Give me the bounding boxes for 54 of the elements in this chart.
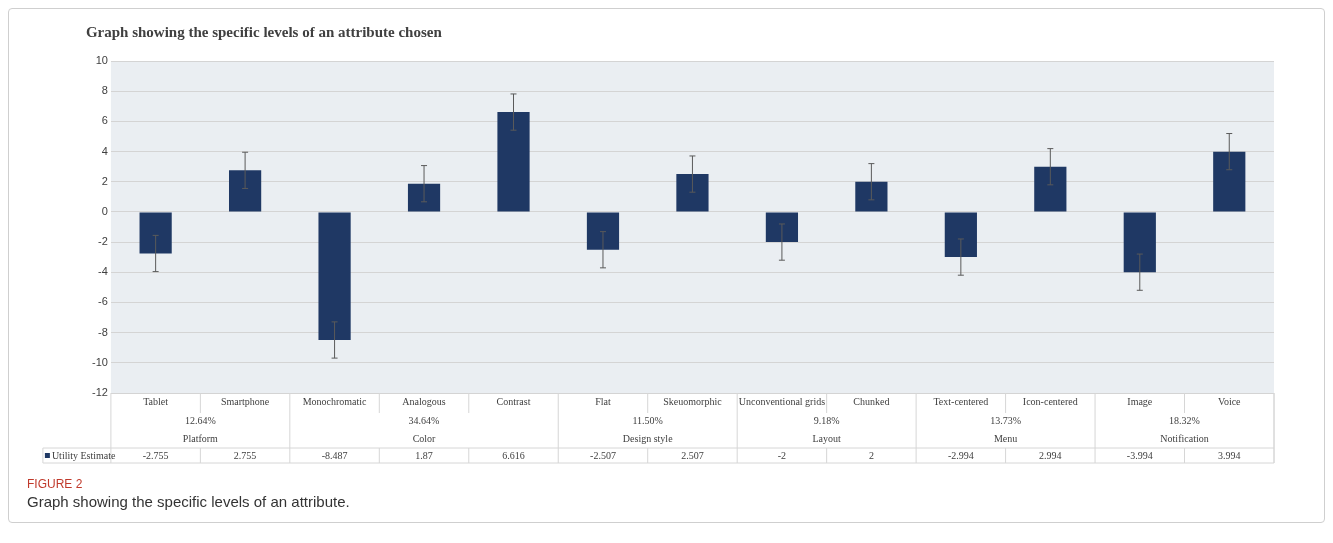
x-tick-label: Text-centered	[933, 395, 989, 407]
x-tick-label: Contrast	[496, 395, 531, 407]
caption: FIGURE 2	[27, 477, 84, 491]
text: 9.18%	[813, 414, 840, 426]
data-label: 3.994	[1218, 449, 1241, 461]
x-tick-label: Image	[1127, 395, 1153, 407]
data-label: -2.755	[142, 449, 169, 461]
data-label: -8.487	[321, 449, 348, 461]
data-label: -2.507	[590, 449, 616, 461]
y-tick-label: 6	[101, 114, 108, 127]
x-tick-label: Flat	[595, 395, 611, 407]
y-tick-label: 0	[101, 204, 108, 217]
x-tick-label: Voice	[1217, 395, 1242, 407]
data-label: -2.994	[947, 449, 974, 461]
y-tick-label: -10	[91, 355, 108, 368]
y-tick-label: 10	[95, 54, 108, 67]
text: Notification	[1160, 432, 1209, 444]
x-tick-label: Smartphone	[220, 395, 270, 407]
y-tick-label: -6	[98, 295, 108, 308]
y-tick-label: -12	[91, 386, 108, 399]
y-tick-label: -8	[98, 325, 108, 338]
text: Design style	[622, 432, 674, 444]
legend-label: Utility Estimate	[51, 449, 117, 461]
y-tick-label: 4	[101, 144, 108, 157]
data-label: 2.755	[233, 449, 257, 461]
chart-title: Graph showing the specific levels of an attribute chosen	[85, 23, 443, 40]
x-tick-label: Chunked	[853, 395, 890, 407]
data-label: 1.87	[415, 449, 433, 461]
text: Graph showing the specific levels of an attribute.	[27, 493, 351, 510]
text: Menu	[993, 432, 1018, 444]
data-label: 2.994	[1039, 449, 1062, 461]
y-tick-label: -2	[98, 235, 108, 248]
y-tick-label: -4	[98, 265, 108, 278]
x-tick-label: Icon-centered	[1022, 395, 1078, 407]
text: 11.50%	[632, 414, 663, 426]
text: 13.73%	[990, 414, 1022, 426]
data-label: -3.994	[1126, 449, 1153, 461]
text: 34.64%	[408, 414, 440, 426]
y-tick-label: 8	[101, 84, 108, 97]
x-tick-label: Skeuomorphic	[663, 395, 723, 407]
text: 18.32%	[1169, 414, 1200, 426]
y-tick-label: 2	[101, 174, 108, 187]
data-label: 2	[868, 449, 874, 461]
x-tick-label: Monochromatic	[302, 395, 368, 407]
data-label: 2.507	[681, 449, 704, 461]
text: Layout	[812, 432, 842, 444]
data-label: 6.616	[502, 449, 525, 461]
text: Color	[412, 432, 437, 444]
data-label: -2	[777, 449, 787, 461]
x-tick-label: Analogous	[402, 395, 446, 407]
x-tick-label: Tablet	[143, 395, 169, 407]
text: Platform	[182, 432, 219, 444]
text: 12.64%	[184, 414, 216, 426]
x-tick-label: Unconventional grids	[738, 395, 826, 407]
